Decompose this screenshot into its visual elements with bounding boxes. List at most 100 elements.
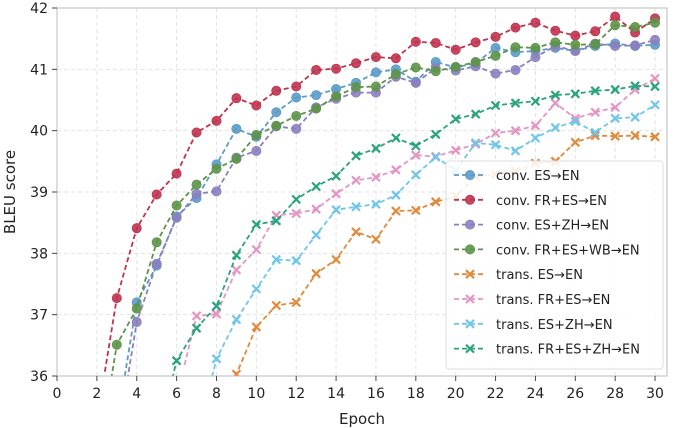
legend-entry: trans. FR+ES+ZH→EN bbox=[454, 343, 640, 358]
data-point bbox=[331, 63, 342, 74]
data-point bbox=[610, 131, 620, 141]
data-point bbox=[311, 230, 321, 240]
data-point bbox=[251, 219, 262, 230]
data-point bbox=[191, 127, 202, 138]
data-point bbox=[111, 293, 122, 304]
legend-entry: conv. ES→EN bbox=[454, 169, 580, 184]
y-tick-label: 39 bbox=[30, 185, 48, 201]
x-tick-label: 22 bbox=[487, 386, 505, 402]
legend: conv. ES→EN conv. FR+ES→EN conv. ES+ZH→EN c… bbox=[445, 160, 664, 370]
data-point bbox=[590, 130, 601, 141]
data-point bbox=[351, 58, 362, 69]
data-point bbox=[470, 56, 481, 67]
data-point bbox=[211, 301, 222, 311]
legend-marker bbox=[464, 169, 475, 180]
data-point bbox=[490, 139, 501, 150]
data-point bbox=[430, 129, 441, 140]
x-tick-label: 8 bbox=[212, 386, 221, 402]
data-point bbox=[570, 116, 581, 127]
data-point bbox=[191, 323, 202, 333]
data-point bbox=[131, 303, 142, 314]
data-point bbox=[390, 69, 401, 80]
data-point bbox=[271, 107, 282, 118]
data-point bbox=[610, 41, 621, 52]
data-point bbox=[271, 300, 282, 311]
data-point bbox=[131, 317, 142, 328]
data-point bbox=[171, 168, 182, 179]
data-point bbox=[490, 50, 501, 61]
series-line bbox=[171, 84, 656, 376]
legend-label: trans. FR+ES+ZH→EN bbox=[496, 343, 640, 358]
data-point bbox=[530, 52, 541, 63]
data-point bbox=[370, 81, 381, 92]
x-tick-label: 2 bbox=[92, 386, 101, 402]
data-point bbox=[351, 82, 362, 93]
data-point bbox=[510, 64, 521, 75]
legend-marker bbox=[464, 194, 475, 205]
data-point bbox=[271, 254, 282, 265]
legend-entry: trans. ES+ZH→EN bbox=[454, 318, 613, 333]
data-point bbox=[291, 123, 302, 134]
data-point bbox=[371, 172, 381, 183]
data-point bbox=[251, 244, 262, 255]
data-point bbox=[231, 93, 242, 104]
x-tick-label: 26 bbox=[566, 386, 584, 402]
data-point bbox=[151, 258, 162, 269]
data-point bbox=[450, 44, 461, 55]
x-tick-label: 24 bbox=[527, 386, 545, 402]
data-point bbox=[391, 165, 401, 175]
data-point bbox=[291, 110, 302, 121]
data-point bbox=[510, 125, 521, 136]
data-point bbox=[430, 66, 441, 77]
data-point bbox=[151, 189, 162, 200]
data-point bbox=[131, 223, 142, 234]
legend-marker bbox=[465, 343, 475, 354]
data-point bbox=[610, 113, 620, 124]
data-point bbox=[191, 188, 202, 199]
data-point bbox=[351, 227, 361, 237]
data-point bbox=[530, 17, 541, 28]
data-point bbox=[251, 129, 262, 140]
data-point bbox=[331, 189, 341, 199]
data-point bbox=[391, 190, 401, 200]
data-point bbox=[490, 31, 501, 42]
data-point bbox=[570, 39, 581, 50]
data-point bbox=[211, 186, 222, 197]
y-tick-label: 38 bbox=[30, 246, 48, 262]
data-point bbox=[311, 268, 321, 279]
series-trans-fr-es-en bbox=[183, 73, 660, 366]
data-point bbox=[211, 115, 222, 126]
legend-entry: trans. FR+ES→EN bbox=[454, 293, 610, 308]
data-point bbox=[550, 90, 561, 100]
legend-box bbox=[445, 160, 664, 370]
data-point bbox=[490, 68, 501, 79]
data-point bbox=[410, 62, 421, 73]
data-point bbox=[650, 34, 661, 45]
data-point bbox=[211, 354, 222, 364]
data-point bbox=[371, 143, 381, 154]
y-tick-label: 41 bbox=[30, 62, 48, 78]
data-point bbox=[111, 339, 122, 350]
legend-entry: conv. ES+ZH→EN bbox=[454, 219, 609, 234]
data-point bbox=[370, 67, 381, 78]
data-point bbox=[450, 61, 461, 72]
data-point bbox=[590, 107, 601, 118]
legend-label: trans. FR+ES→EN bbox=[496, 293, 610, 308]
data-point bbox=[510, 42, 521, 53]
legend-label: conv. ES→EN bbox=[496, 169, 580, 184]
x-tick-label: 28 bbox=[606, 386, 624, 402]
data-point bbox=[550, 122, 561, 133]
data-point bbox=[171, 355, 182, 366]
series-conv-fr-es-wb-en bbox=[110, 17, 661, 376]
data-point bbox=[650, 81, 660, 92]
data-point bbox=[391, 206, 401, 216]
data-point bbox=[371, 234, 381, 245]
data-point bbox=[171, 200, 182, 211]
data-point bbox=[530, 120, 541, 131]
data-point bbox=[430, 37, 441, 48]
data-point bbox=[411, 150, 421, 160]
legend-marker bbox=[464, 244, 475, 255]
data-point bbox=[411, 205, 421, 216]
data-point bbox=[650, 73, 660, 84]
series-line bbox=[127, 39, 656, 376]
